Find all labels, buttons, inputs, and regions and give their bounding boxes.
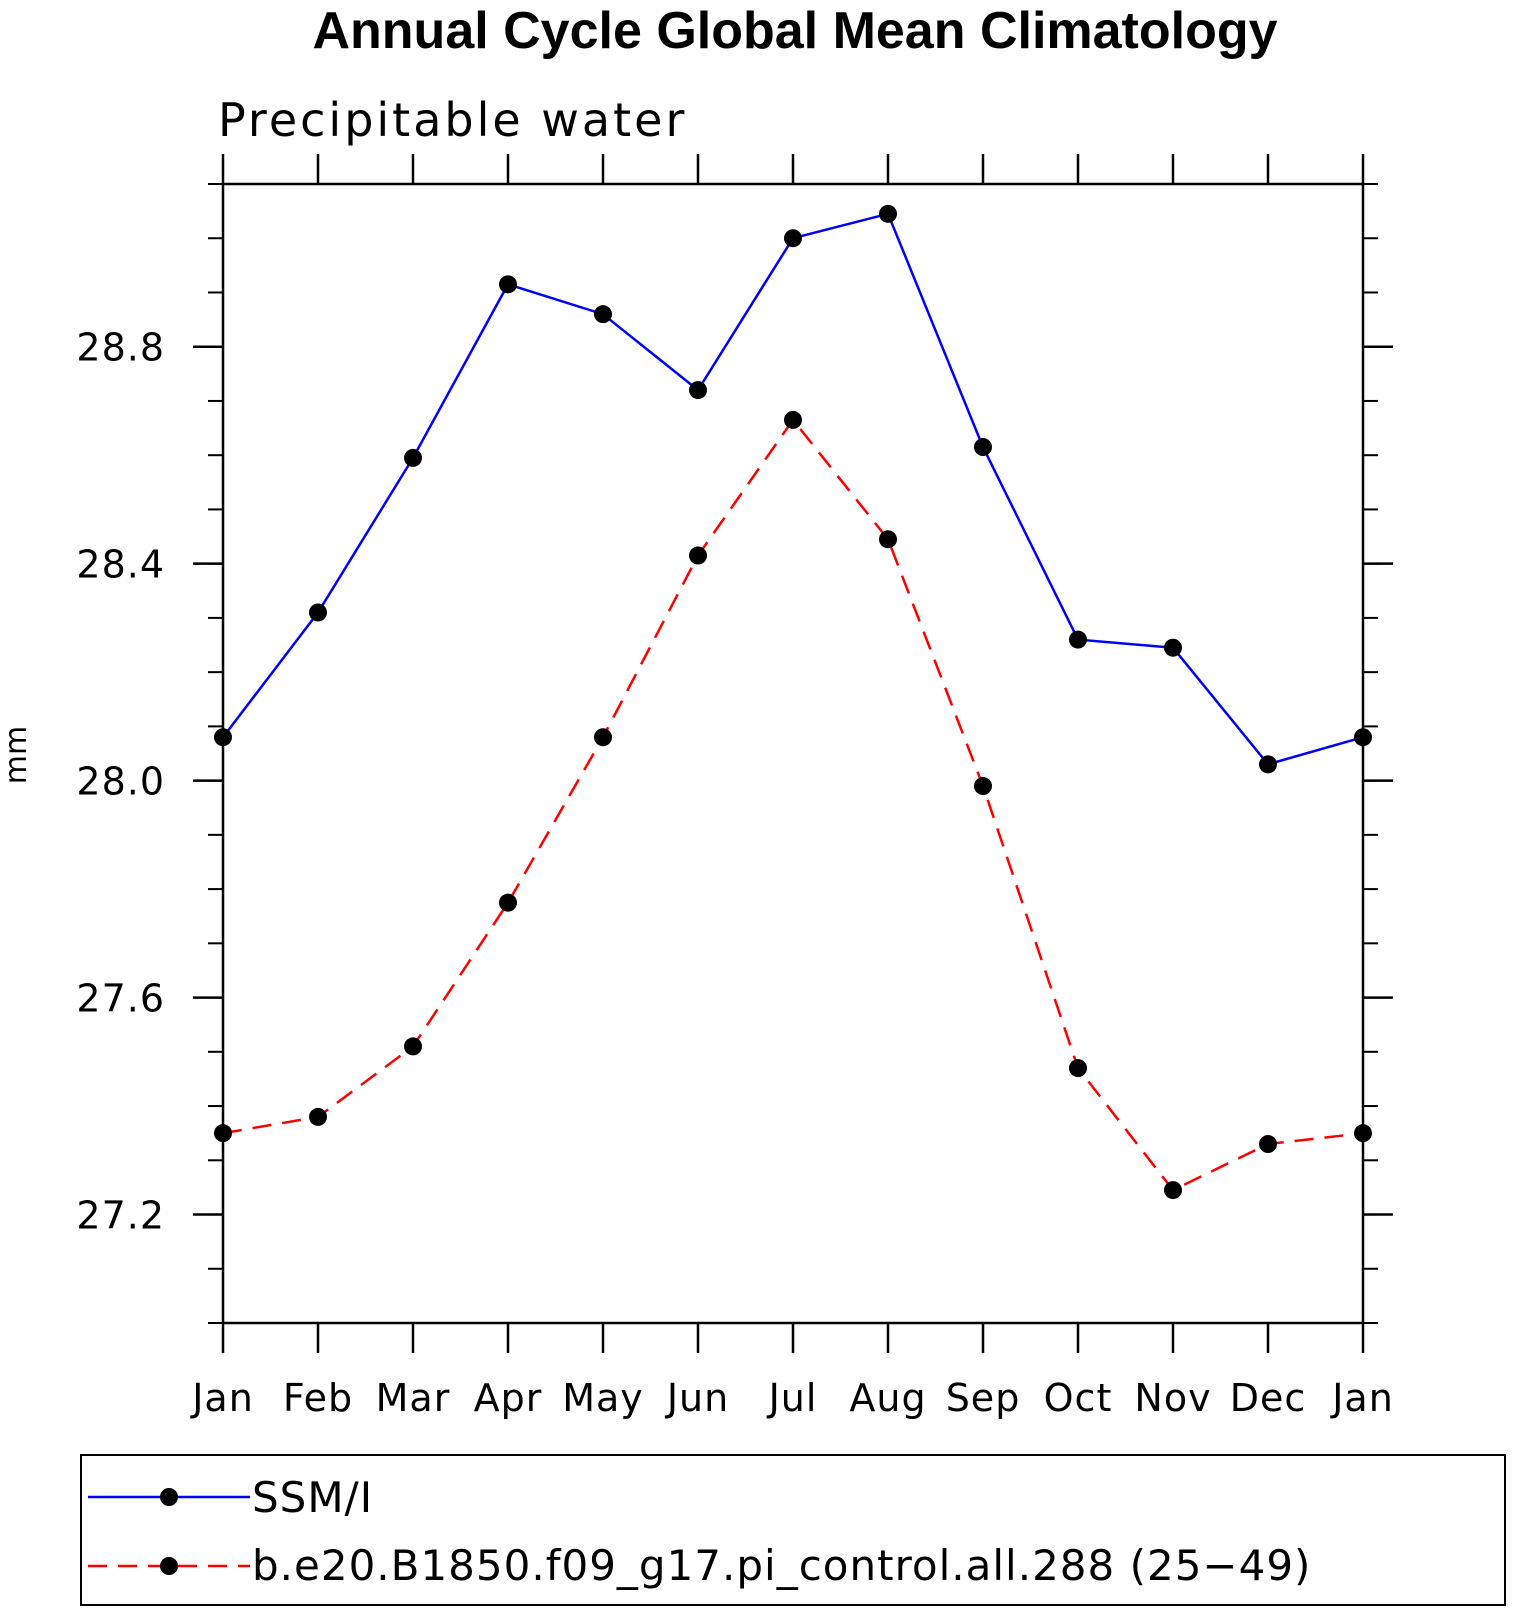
x-tick-label: May (562, 1376, 644, 1420)
x-tick-label: Mar (376, 1376, 451, 1420)
data-point-1-1 (309, 1107, 327, 1126)
data-point-1-11 (1259, 1135, 1277, 1154)
data-point-0-6 (784, 229, 802, 248)
x-tick-label: Jan (190, 1376, 254, 1420)
data-point-0-4 (594, 305, 612, 324)
data-point-0-2 (404, 448, 422, 467)
data-point-0-8 (974, 438, 992, 457)
data-point-0-5 (689, 381, 707, 400)
x-tick-labels: Jan Feb Mar Apr May Jun Jul Aug Sep Oct Nov Dec Jan (190, 1376, 1394, 1420)
y-tick-label: 27.6 (76, 977, 165, 1021)
data-point-1-9 (1069, 1059, 1087, 1078)
data-point-0-9 (1069, 630, 1087, 649)
x-tick-label: Oct (1044, 1376, 1113, 1420)
data-point-0-10 (1164, 638, 1182, 657)
x-tick-label: Jul (767, 1376, 818, 1420)
y-tick-label: 28.0 (76, 760, 165, 804)
axis-ticks (193, 154, 1393, 1353)
y-tick-label: 28.4 (76, 543, 165, 587)
x-tick-label: Feb (283, 1376, 353, 1420)
x-tick-label: Aug (849, 1376, 926, 1420)
x-tick-label: Jan (1330, 1376, 1394, 1420)
legend: SSM/I b.e20.B1850.f09_g17.pi_control.all… (80, 1454, 1506, 1606)
x-tick-label: Dec (1230, 1376, 1307, 1420)
data-point-1-7 (879, 530, 897, 549)
chart-title: Annual Cycle Global Mean Climatology (312, 2, 1277, 60)
data-point-1-5 (689, 546, 707, 565)
data-point-0-1 (309, 603, 327, 622)
y-tick-label: 27.2 (76, 1194, 165, 1238)
data-point-1-8 (974, 777, 992, 796)
x-tick-label: Jun (665, 1376, 729, 1420)
y-tick-label: 28.8 (76, 326, 165, 370)
legend-label-model: b.e20.B1850.f09_g17.pi_control.all.288 (… (252, 1541, 1311, 1590)
data-point-1-4 (594, 728, 612, 747)
y-axis-label: mm (0, 726, 34, 784)
data-point-1-10 (1164, 1181, 1182, 1200)
legend-marker-ssmi (160, 1488, 178, 1506)
x-tick-label: Apr (474, 1376, 543, 1420)
data-point-0-3 (499, 275, 517, 294)
series-layer (214, 204, 1372, 1200)
data-point-0-7 (879, 204, 897, 223)
data-point-1-6 (784, 410, 802, 429)
legend-marker-model (160, 1557, 178, 1575)
plot-frame (221, 182, 1365, 1325)
x-tick-label: Nov (1134, 1376, 1211, 1420)
data-point-0-11 (1259, 755, 1277, 774)
legend-label-ssmi: SSM/I (252, 1473, 373, 1522)
chart-subtitle: Precipitable water (218, 93, 687, 147)
y-tick-labels: 27.2 27.6 28.0 28.4 28.8 (76, 326, 165, 1238)
legend-box (80, 1454, 1506, 1606)
data-point-1-2 (404, 1037, 422, 1056)
series-line-1 (222, 417, 1364, 1192)
x-tick-label: Sep (946, 1376, 1021, 1420)
data-point-1-3 (499, 893, 517, 912)
series-line-0 (222, 212, 1364, 766)
